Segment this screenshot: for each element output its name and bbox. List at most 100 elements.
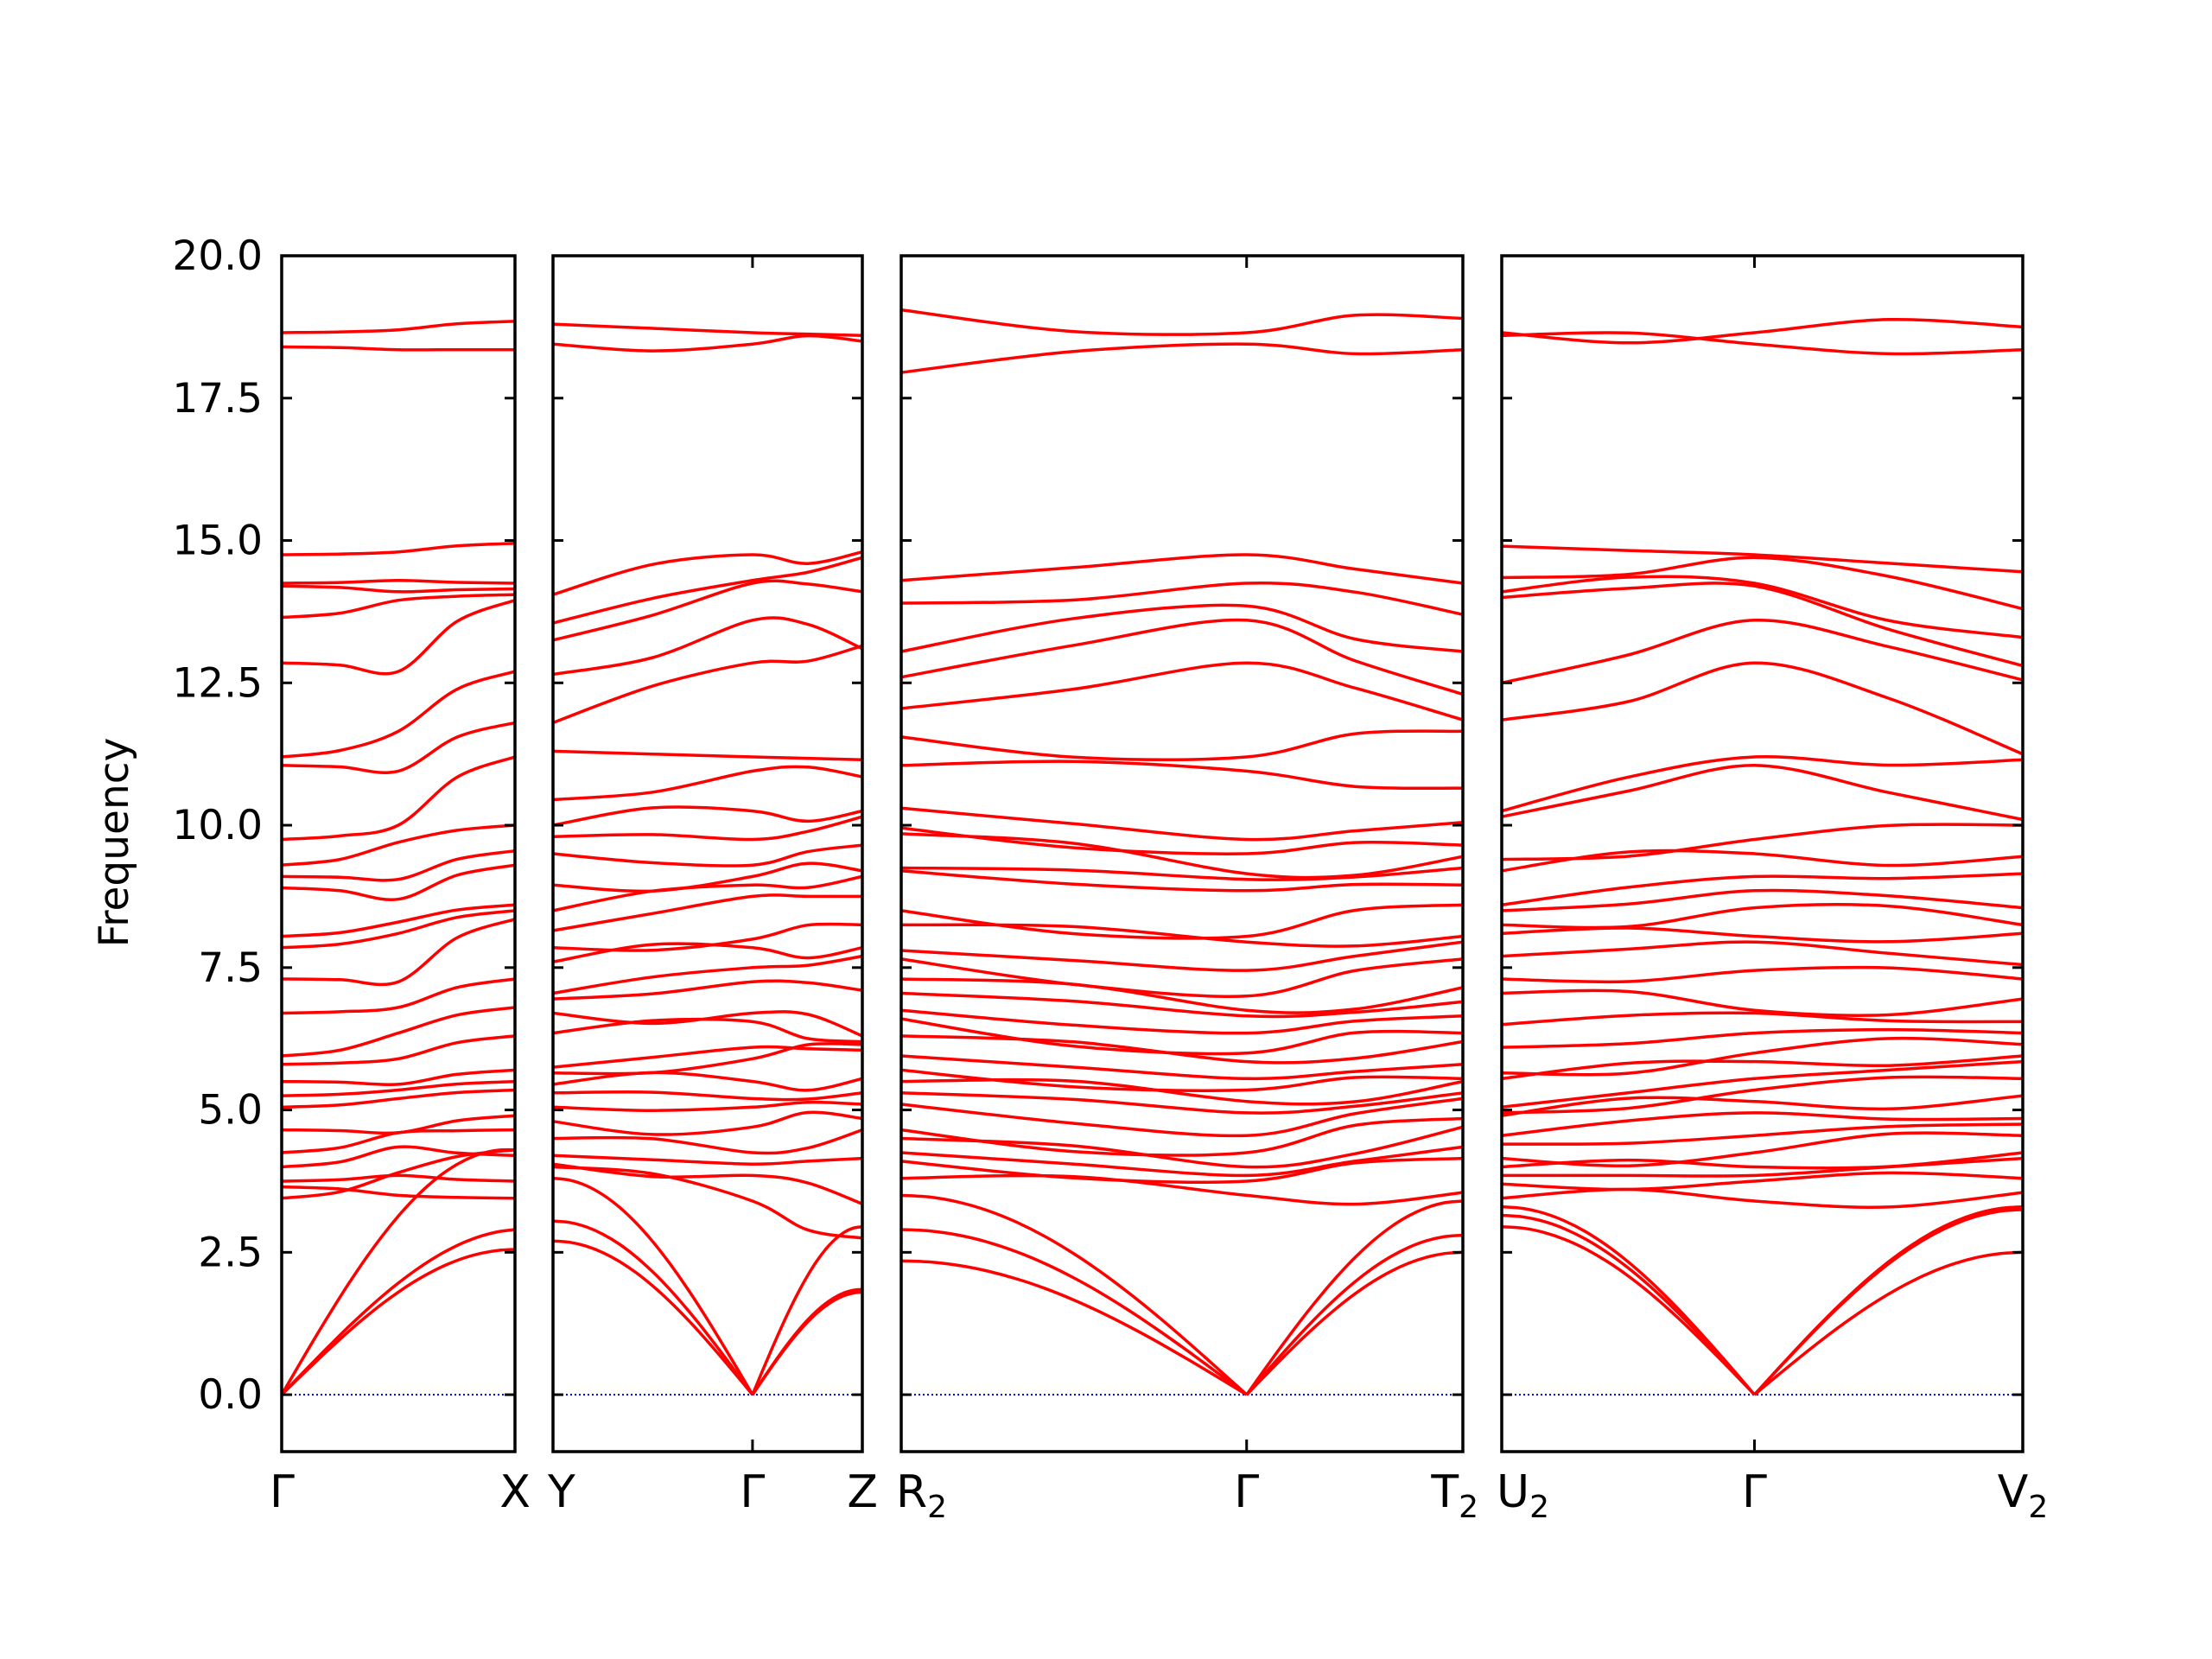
band-line — [1501, 661, 2024, 756]
band-line — [900, 1145, 1464, 1178]
band-line — [281, 1114, 516, 1135]
band-line — [281, 755, 516, 842]
band-line — [1501, 331, 2024, 356]
band-line — [552, 893, 862, 932]
band-line — [552, 1154, 863, 1166]
k-point-subscript: 2 — [1459, 1490, 1478, 1525]
band-line — [900, 1017, 1464, 1056]
band-line — [900, 1091, 1464, 1115]
y-axis-label: Frequency — [91, 738, 138, 948]
band-line — [1501, 1111, 2024, 1137]
band-line — [900, 1068, 1464, 1092]
band-line — [552, 1090, 863, 1102]
band-line — [552, 805, 863, 827]
k-point-subscript: 2 — [1529, 1490, 1549, 1525]
band-line — [281, 593, 516, 620]
band-lines — [280, 320, 516, 1396]
band-line — [281, 1185, 516, 1200]
band-line — [900, 581, 1464, 616]
band-line — [1501, 1036, 2024, 1077]
band-line — [552, 1010, 863, 1038]
band-line — [1501, 1171, 2024, 1192]
k-point-label: Γ — [1742, 1466, 1767, 1518]
band-lines — [552, 322, 863, 1396]
band-line — [1501, 823, 2024, 861]
band-line — [1501, 888, 2024, 912]
band-line — [1501, 1224, 2024, 1396]
band-line — [1501, 872, 2024, 907]
band-line — [1501, 1094, 2024, 1117]
band-line — [1501, 1011, 2024, 1027]
band-line — [552, 922, 863, 952]
band-line — [552, 954, 863, 995]
band-line — [1501, 988, 2024, 1017]
panel-4: U2 Γ V2 — [1497, 254, 2048, 1525]
band-line — [281, 863, 516, 901]
band-line — [552, 1128, 863, 1155]
band-line — [552, 1042, 863, 1076]
k-point-label: Y — [547, 1466, 575, 1518]
band-line — [552, 1100, 863, 1112]
y-tick-label: 15.0 — [172, 518, 263, 565]
band-line — [281, 584, 516, 594]
band-line — [552, 1110, 863, 1136]
k-point-subscript: 2 — [927, 1490, 947, 1525]
band-line — [900, 553, 1464, 585]
band-line — [552, 979, 863, 1001]
band-line — [900, 618, 1464, 696]
band-line — [552, 334, 863, 353]
band-line — [900, 1250, 1464, 1396]
band-line — [900, 866, 1464, 881]
band-line — [281, 903, 516, 938]
band-line — [281, 320, 516, 334]
panel-frame — [551, 254, 864, 1453]
band-line — [900, 1228, 1464, 1396]
band-line — [552, 1017, 863, 1044]
band-line — [900, 729, 1464, 762]
panel-frame — [1500, 254, 2024, 1453]
panel-frame — [899, 254, 1465, 1453]
band-line — [900, 1125, 1464, 1169]
band-line — [900, 1173, 1464, 1206]
k-point-label: U2 — [1497, 1466, 1549, 1525]
band-line — [1501, 575, 2024, 639]
band-line — [281, 599, 516, 676]
band-line — [1501, 849, 2024, 873]
band-line — [280, 1248, 516, 1396]
band-line — [900, 1116, 1464, 1157]
band-line — [1501, 544, 2024, 574]
y-tick-labels: 0.0 2.5 5.0 7.5 10.0 12.5 15.0 17.5 20.0 — [172, 232, 263, 1419]
band-line — [281, 721, 516, 774]
band-line — [1501, 965, 2024, 984]
band-line — [1501, 1075, 2024, 1115]
band-line — [900, 923, 1464, 948]
band-line — [900, 603, 1464, 653]
band-line — [1501, 926, 2024, 944]
panel-3: R2 Γ T2 — [896, 254, 1478, 1525]
band-line — [900, 991, 1464, 1019]
band-line — [552, 1176, 863, 1395]
band-line — [552, 644, 863, 725]
band-lines — [900, 308, 1464, 1396]
band-line — [552, 1162, 863, 1205]
band-line — [1501, 903, 2024, 930]
band-line — [900, 832, 1464, 880]
band-line — [552, 556, 863, 625]
band-line — [900, 1096, 1464, 1138]
y-tick-label: 5.0 — [198, 1087, 263, 1135]
band-line — [1501, 317, 2024, 345]
band-line — [1501, 1059, 2024, 1109]
band-line — [281, 918, 516, 987]
band-line — [900, 1008, 1464, 1035]
band-line — [1501, 1187, 2024, 1209]
band-lines — [1501, 317, 2024, 1396]
band-line — [1501, 582, 2024, 668]
band-line — [900, 977, 1464, 1014]
k-point-subscript: 2 — [2028, 1490, 2048, 1525]
band-line — [281, 670, 516, 759]
band-line — [900, 826, 1464, 855]
band-line — [281, 345, 515, 352]
band-line — [281, 1068, 516, 1087]
band-line — [280, 1228, 516, 1396]
